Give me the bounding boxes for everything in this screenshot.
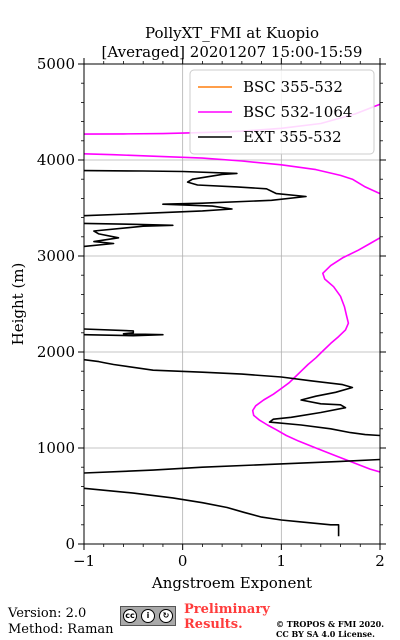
- series-line-ext-355-532: [84, 458, 380, 474]
- series-line-bsc-532-1064: [251, 237, 380, 473]
- y-tick-label: 5000: [37, 55, 75, 73]
- footer-info: Version: 2.0 Method: Raman: [8, 606, 114, 638]
- series-line-ext-355-532: [84, 358, 380, 437]
- legend-label: EXT 355-532: [243, 128, 342, 146]
- version-text: Version: 2.0: [8, 606, 87, 621]
- cc-icon: cc: [123, 609, 137, 623]
- y-tick-label: 4000: [37, 151, 75, 169]
- legend-label: BSC 355-532: [243, 78, 343, 96]
- preliminary-line2: Results.: [184, 617, 243, 632]
- copyright-line2: CC BY SA 4.0 License.: [276, 629, 375, 639]
- x-tick-label: −1: [73, 552, 95, 570]
- series-lines: [84, 103, 380, 537]
- legend-label: BSC 532-1064: [243, 103, 352, 121]
- sa-icon: ↻: [159, 609, 173, 623]
- series-line-bsc-532-1064: [84, 153, 380, 195]
- legend: BSC 355-532 BSC 532-1064 EXT 355-532: [189, 69, 375, 155]
- y-tick-label: 0: [65, 535, 75, 553]
- preliminary-notice: Preliminary Results.: [184, 602, 270, 632]
- y-axis-label: Height (m): [9, 263, 27, 346]
- by-icon: i: [141, 609, 155, 623]
- y-tick-label: 2000: [37, 343, 75, 361]
- series-line-ext-355-532: [84, 328, 164, 337]
- series-line-ext-355-532: [84, 169, 307, 217]
- preliminary-line1: Preliminary: [184, 602, 270, 617]
- x-tick-label: 0: [178, 552, 188, 570]
- y-tick-label: 1000: [37, 439, 75, 457]
- cc-license-badge: cc i ↻: [120, 606, 176, 626]
- x-axis-label: Angstroem Exponent: [151, 574, 312, 592]
- method-text: Method: Raman: [8, 622, 114, 637]
- x-tick-label: 1: [277, 552, 287, 570]
- legend-box: [189, 69, 375, 155]
- copyright-line1: © TROPOS & FMI 2020.: [276, 619, 385, 629]
- series-line-ext-355-532: [84, 222, 174, 248]
- chart-title-line2: [Averaged] 20201207 15:00-15:59: [102, 43, 363, 61]
- copyright-notice: © TROPOS & FMI 2020. CC BY SA 4.0 Licens…: [276, 619, 384, 639]
- y-tick-label: 3000: [37, 247, 75, 265]
- series-line-ext-355-532: [84, 487, 340, 537]
- x-tick-label: 2: [375, 552, 385, 570]
- chart-title-line1: PollyXT_FMI at Kuopio: [145, 24, 319, 42]
- plot-frame: [83, 63, 381, 545]
